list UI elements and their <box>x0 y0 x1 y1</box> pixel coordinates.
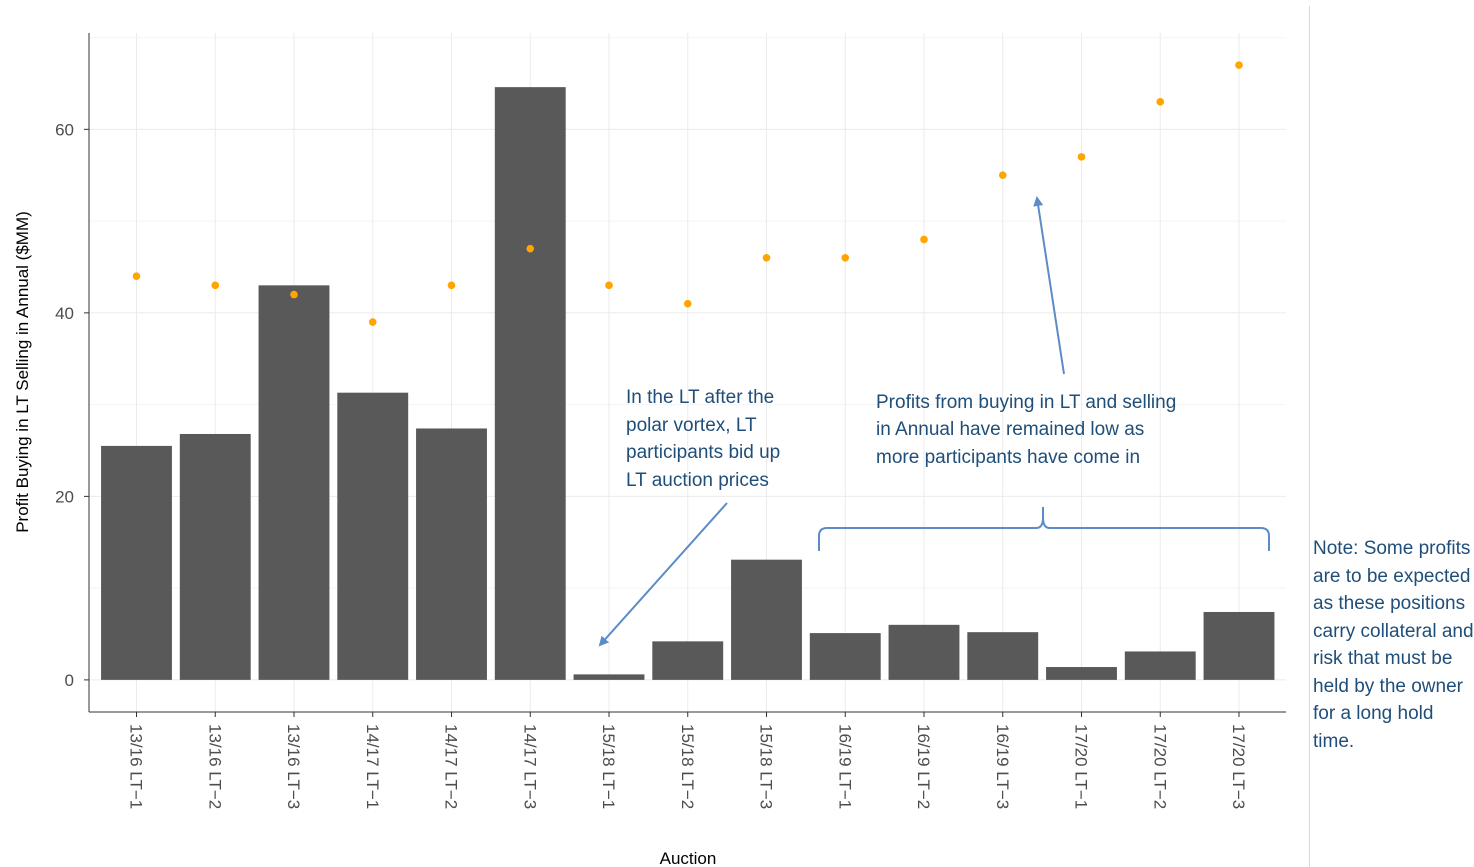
bar <box>1124 651 1196 680</box>
bar <box>888 624 960 680</box>
y-tick-label: 40 <box>55 304 74 323</box>
bar <box>101 445 172 680</box>
bar <box>809 633 881 680</box>
point <box>1156 98 1165 106</box>
bar <box>1046 667 1117 680</box>
point <box>920 235 928 244</box>
y-tick-label: 20 <box>55 487 74 506</box>
x-tick-label: 13/16 LT−2 <box>205 724 224 809</box>
bar <box>179 433 251 680</box>
x-tick-label: 14/17 LT−1 <box>363 724 382 809</box>
bar <box>494 87 566 680</box>
annotation-polar-vortex: In the LT after the polar vortex, LT par… <box>626 387 786 491</box>
annotation-profits-low-line: more participants have come in <box>876 447 1140 468</box>
point <box>762 254 771 262</box>
point <box>683 299 692 308</box>
bar <box>573 674 645 680</box>
bars <box>101 87 1275 680</box>
annotation-polar-vortex-line: participants bid up <box>626 442 780 463</box>
x-tick-label: 15/18 LT−3 <box>757 724 776 809</box>
point <box>211 281 220 290</box>
point <box>1235 61 1243 69</box>
point <box>998 171 1007 180</box>
y-axis-title: Profit Buying in LT Selling in Annual ($… <box>13 211 32 533</box>
bar <box>416 428 487 680</box>
side-note: Note: Some profits are to be expected as… <box>1313 538 1474 752</box>
y-tick-label: 60 <box>55 120 74 139</box>
x-tick-label: 14/17 LT−2 <box>442 724 461 809</box>
x-tick-label: 13/16 LT−3 <box>284 724 303 809</box>
annotation-polar-vortex-line: polar vortex, LT <box>626 415 757 436</box>
right-divider <box>1309 6 1310 867</box>
point <box>1077 153 1086 161</box>
annotation-polar-vortex-line: LT auction prices <box>626 470 769 491</box>
annotation-profits-low: Profits from buying in LT and selling in… <box>876 392 1182 468</box>
x-tick-label: 16/19 LT−2 <box>914 724 933 809</box>
x-tick-label: 17/20 LT−1 <box>1072 724 1091 809</box>
points <box>132 61 1243 326</box>
x-tick-label: 14/17 LT−3 <box>520 724 539 809</box>
point <box>605 281 613 290</box>
bar <box>731 559 802 680</box>
annotation-brace <box>818 507 1270 551</box>
annotation-polar-vortex-line: In the LT after the <box>626 387 774 408</box>
y-tick-label: 0 <box>65 671 74 690</box>
bar <box>258 285 330 680</box>
point <box>132 272 141 280</box>
point <box>526 244 535 253</box>
bar <box>967 632 1039 680</box>
bar <box>1203 611 1275 680</box>
x-tick-label: 16/19 LT−3 <box>993 724 1012 809</box>
annotation-profits-low-line: in Annual have remained low as <box>876 419 1144 440</box>
point <box>841 254 850 262</box>
chart: 0 20 40 60 13/16 LT−1 13/16 LT−2 13/16 LT−3 14/… <box>13 33 1286 867</box>
x-tick-label: 15/18 LT−1 <box>599 724 618 809</box>
annotation-arrow-up <box>1033 196 1065 375</box>
annotation-profits-low-line: Profits from buying in LT and selling <box>876 392 1176 413</box>
x-tick-label: 15/18 LT−2 <box>678 724 697 809</box>
x-tick-label: 13/16 LT−1 <box>127 724 146 809</box>
x-tick-label: 17/20 LT−2 <box>1150 724 1169 809</box>
point <box>290 290 298 299</box>
bar <box>337 392 409 680</box>
x-tick-label: 16/19 LT−1 <box>835 724 854 809</box>
x-tick-label: 17/20 LT−3 <box>1229 724 1248 809</box>
axes: 0 20 40 60 13/16 LT−1 13/16 LT−2 13/16 LT−3 14/… <box>55 33 1286 809</box>
point <box>447 281 456 290</box>
point <box>368 318 377 326</box>
annotation-arrow-down <box>598 502 728 647</box>
bar <box>652 641 724 680</box>
x-axis-title: Auction <box>660 849 717 867</box>
